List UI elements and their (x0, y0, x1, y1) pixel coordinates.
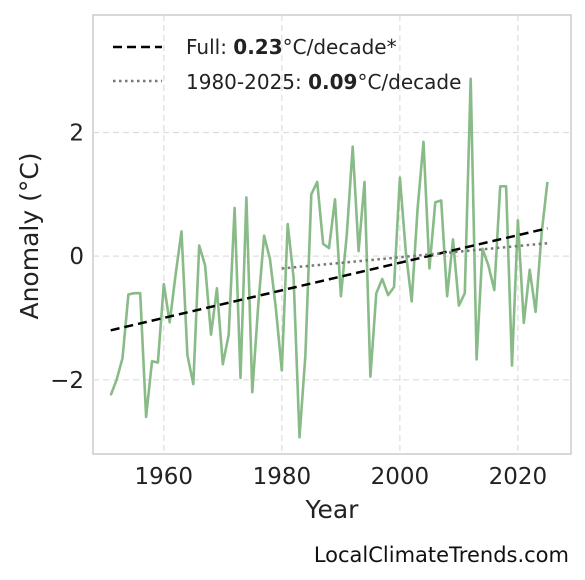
y-tick-label: 2 (69, 120, 84, 146)
legend: Full: 0.23°C/decade* 1980-2025: 0.09°C/d… (113, 35, 461, 94)
x-tick-label: 1960 (135, 464, 194, 490)
y-tick-label: 0 (69, 244, 84, 270)
legend-entry-full: Full: 0.23°C/decade* (186, 35, 397, 59)
x-tick-label: 2000 (371, 464, 430, 490)
anomaly-series-line (109, 77, 549, 439)
y-axis-title: Anomaly (°C) (15, 152, 44, 319)
x-axis-title: Year (305, 495, 360, 524)
source-watermark: LocalClimateTrends.com (314, 543, 569, 567)
x-tick-label: 2020 (489, 464, 548, 490)
tick-labels: 1960 1980 2000 2020 −2 0 2 (50, 120, 547, 490)
recent-trend-line (281, 241, 548, 270)
plot-area-frame (92, 14, 572, 455)
legend-entry-recent: 1980-2025: 0.09°C/decade (186, 70, 461, 94)
y-tick-label: −2 (50, 368, 84, 394)
series-group (109, 77, 549, 439)
grid (93, 15, 571, 454)
x-tick-label: 1980 (253, 464, 312, 490)
full-trend-line (110, 227, 548, 332)
